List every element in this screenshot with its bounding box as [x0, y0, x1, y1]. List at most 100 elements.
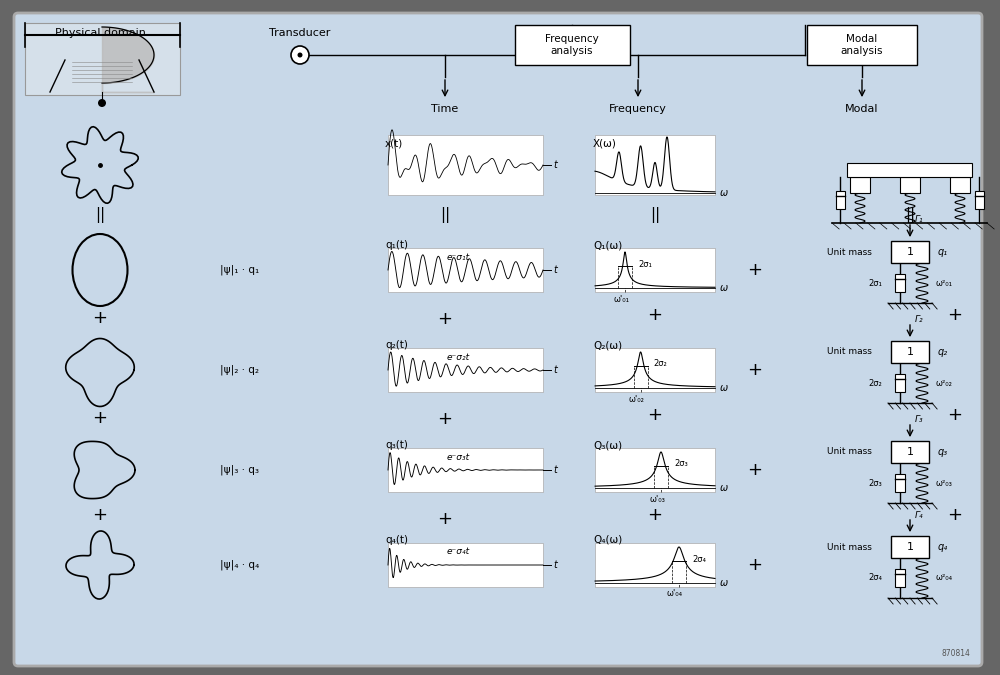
Text: +: +: [438, 510, 452, 528]
Circle shape: [98, 99, 106, 107]
Text: q₃: q₃: [938, 447, 948, 457]
Bar: [895, 274, 905, 292]
Bar: [388, 448, 543, 492]
Text: ω'₀₄: ω'₀₄: [667, 589, 683, 599]
Bar: [891, 241, 929, 263]
Bar: [891, 441, 929, 463]
FancyBboxPatch shape: [14, 13, 982, 666]
Bar: [388, 543, 543, 587]
Text: t: t: [553, 560, 557, 570]
Text: +: +: [748, 556, 763, 574]
Text: 2σ₄: 2σ₄: [868, 574, 882, 583]
Text: 2σ₁: 2σ₁: [868, 279, 882, 288]
Bar: [595, 248, 715, 292]
Bar: [895, 374, 905, 392]
Text: +: +: [438, 310, 452, 328]
Bar: [388, 348, 543, 392]
Text: ω'₀₁: ω'₀₁: [613, 294, 629, 304]
Text: q₁(t): q₁(t): [385, 240, 408, 250]
Bar: [388, 135, 543, 195]
Text: ω²₀₃: ω²₀₃: [936, 479, 953, 487]
Text: 2σ₂: 2σ₂: [868, 379, 882, 387]
Text: t: t: [553, 265, 557, 275]
Bar: [595, 543, 715, 587]
Text: ||: ||: [650, 207, 660, 223]
Bar: [900, 177, 920, 193]
Text: ω²₀₂: ω²₀₂: [936, 379, 953, 387]
Text: Unit mass: Unit mass: [827, 448, 872, 456]
Text: q₃(t): q₃(t): [385, 440, 408, 450]
Bar: [895, 569, 905, 587]
Text: +: +: [92, 309, 108, 327]
Text: +: +: [438, 410, 452, 428]
Text: x(t): x(t): [385, 138, 403, 148]
Text: 2σ₄: 2σ₄: [692, 554, 706, 564]
Bar: [807, 25, 917, 65]
Bar: [950, 177, 970, 193]
Text: 1: 1: [906, 447, 914, 457]
Text: ω'₀₃: ω'₀₃: [649, 495, 665, 504]
Text: +: +: [947, 406, 962, 424]
Text: Time: Time: [431, 104, 459, 114]
Text: Modal: Modal: [845, 104, 879, 114]
Text: Q₁(ω): Q₁(ω): [593, 240, 622, 250]
Text: 2σ₂: 2σ₂: [654, 360, 667, 369]
Text: Frequency
analysis: Frequency analysis: [545, 34, 599, 56]
Bar: [25, 23, 180, 95]
Bar: [847, 163, 972, 177]
Bar: [595, 448, 715, 492]
Text: +: +: [947, 506, 962, 524]
Text: e⁻σ₃t: e⁻σ₃t: [446, 452, 470, 462]
Bar: [891, 536, 929, 558]
Text: |ψ|₃ · q₃: |ψ|₃ · q₃: [220, 465, 260, 475]
Text: ω: ω: [720, 383, 728, 393]
Text: q₄(t): q₄(t): [385, 535, 408, 545]
Text: q₂(t): q₂(t): [385, 340, 408, 350]
Text: 2σ₃: 2σ₃: [674, 460, 688, 468]
Circle shape: [291, 46, 309, 64]
Text: Q₄(ω): Q₄(ω): [593, 535, 622, 545]
Text: Unit mass: Unit mass: [827, 248, 872, 256]
Text: Modal
analysis: Modal analysis: [841, 34, 883, 56]
Text: Frequency: Frequency: [609, 104, 667, 114]
Text: X(ω): X(ω): [593, 138, 617, 148]
Bar: [836, 191, 844, 209]
Text: +: +: [748, 261, 763, 279]
Text: Unit mass: Unit mass: [827, 348, 872, 356]
Text: t: t: [553, 465, 557, 475]
Text: +: +: [648, 506, 662, 524]
Text: q₂: q₂: [938, 347, 948, 357]
Text: ω: ω: [720, 283, 728, 293]
Text: ω: ω: [720, 483, 728, 493]
Text: 1: 1: [906, 247, 914, 257]
Text: Q₃(ω): Q₃(ω): [593, 440, 622, 450]
Text: e⁻σ₄t: e⁻σ₄t: [446, 547, 470, 556]
Text: +: +: [648, 406, 662, 424]
Bar: [595, 348, 715, 392]
Text: +: +: [92, 506, 108, 524]
Bar: [514, 25, 630, 65]
Text: ω²₀₄: ω²₀₄: [936, 574, 953, 583]
Text: +: +: [947, 306, 962, 324]
Text: q₁: q₁: [938, 247, 948, 257]
Text: 1: 1: [906, 347, 914, 357]
Text: |ψ|₄ · q₄: |ψ|₄ · q₄: [220, 560, 260, 570]
Text: 870814: 870814: [941, 649, 970, 657]
Text: Γ₁: Γ₁: [915, 215, 924, 225]
Text: e⁻σ₂t: e⁻σ₂t: [446, 352, 470, 362]
Circle shape: [298, 53, 302, 57]
Text: ||: ||: [905, 207, 915, 223]
Text: q₄: q₄: [938, 542, 948, 552]
Text: +: +: [648, 306, 662, 324]
Text: Γ₃: Γ₃: [915, 416, 924, 425]
Text: ||: ||: [440, 207, 450, 223]
Text: 1: 1: [906, 542, 914, 552]
Text: 2σ₁: 2σ₁: [638, 259, 652, 269]
Text: 2σ₃: 2σ₃: [868, 479, 882, 487]
Text: |ψ|₁ · q₁: |ψ|₁ · q₁: [220, 265, 260, 275]
Bar: [891, 341, 929, 363]
Bar: [975, 191, 984, 209]
Text: ω²₀₁: ω²₀₁: [936, 279, 953, 288]
Text: Γ₄: Γ₄: [915, 510, 924, 520]
Text: |ψ|₂ · q₂: |ψ|₂ · q₂: [220, 364, 260, 375]
